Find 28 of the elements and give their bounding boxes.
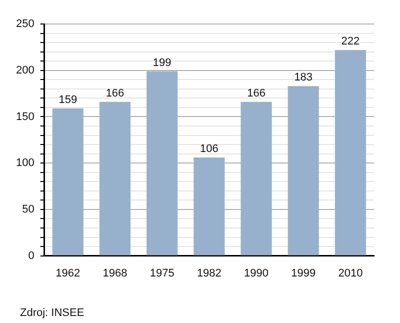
data-label: 106 <box>200 143 218 156</box>
x-tick-label: 2010 <box>338 267 363 280</box>
y-tick-label: 150 <box>16 110 34 123</box>
data-label: 222 <box>341 35 360 48</box>
data-label: 166 <box>106 87 124 100</box>
x-tick-label: 1999 <box>291 267 316 280</box>
x-tick-label: 1975 <box>150 267 174 280</box>
data-label: 199 <box>152 56 172 69</box>
data-label: 166 <box>247 87 266 100</box>
bar <box>194 158 225 256</box>
bar <box>288 86 319 256</box>
x-tick-label: 1990 <box>244 267 269 280</box>
bar <box>52 108 84 256</box>
bar <box>99 102 131 256</box>
y-tick-label: 250 <box>16 18 34 30</box>
y-tick-label: 100 <box>16 157 34 170</box>
y-tick-label: 200 <box>16 64 34 76</box>
y-tick-label: 0 <box>28 250 34 262</box>
x-tick-label: 1962 <box>56 267 80 280</box>
text: Zdroj: INSEE <box>20 307 84 319</box>
bar <box>146 71 178 256</box>
bar <box>240 102 272 256</box>
x-tick-label: 1968 <box>102 267 128 280</box>
data-label: 183 <box>294 72 313 84</box>
x-tick-label: 1982 <box>196 267 222 280</box>
bar <box>334 50 366 256</box>
y-tick-label: 50 <box>22 203 34 216</box>
data-label: 159 <box>58 94 78 106</box>
